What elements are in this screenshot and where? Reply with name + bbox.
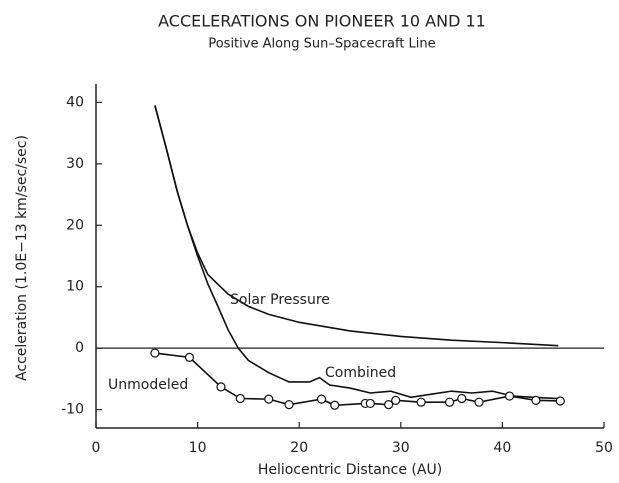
- y-tick-label: 10: [66, 279, 84, 295]
- data-point: [316, 394, 327, 404]
- series-label: Combined: [325, 365, 396, 381]
- chart-title: ACCELERATIONS ON PIONEER 10 AND 11: [158, 12, 486, 31]
- y-axis-label: Acceleration (1.0E−13 km/sec/sec): [14, 135, 30, 381]
- series-line: [154, 105, 559, 400]
- data-point: [235, 393, 245, 404]
- y-tick-label: 30: [66, 156, 84, 172]
- data-point: [264, 394, 274, 404]
- data-point: [384, 400, 394, 410]
- x-tick-label: 40: [493, 440, 511, 456]
- series-line: [154, 105, 559, 347]
- data-point: [531, 395, 541, 405]
- y-tick-label: 0: [75, 340, 84, 356]
- data-point: [504, 391, 515, 401]
- data-point: [416, 397, 426, 407]
- x-tick-label: 50: [595, 440, 613, 456]
- data-point: [284, 400, 294, 410]
- data-point: [365, 398, 375, 409]
- data-point: [457, 393, 467, 404]
- x-tick-label: 20: [290, 440, 308, 456]
- series-label: Unmodeled: [108, 377, 188, 393]
- chart-subtitle: Positive Along Sun–Spacecraft Line: [208, 37, 435, 52]
- y-tick-label: -10: [61, 402, 84, 418]
- data-point: [474, 397, 484, 407]
- data-point: [216, 382, 226, 392]
- data-point: [555, 396, 565, 406]
- data-point: [391, 395, 401, 405]
- y-tick-label: 40: [66, 94, 84, 110]
- data-point: [444, 397, 455, 407]
- data-point: [184, 352, 195, 362]
- x-axis-label: Heliocentric Distance (AU): [258, 462, 442, 478]
- data-point: [330, 400, 340, 410]
- data-point: [150, 348, 160, 358]
- x-tick-label: 30: [392, 440, 410, 456]
- series-label: Solar Pressure: [230, 292, 330, 308]
- x-tick-label: 0: [92, 440, 101, 456]
- y-tick-label: 20: [66, 217, 84, 233]
- x-tick-label: 10: [189, 440, 207, 456]
